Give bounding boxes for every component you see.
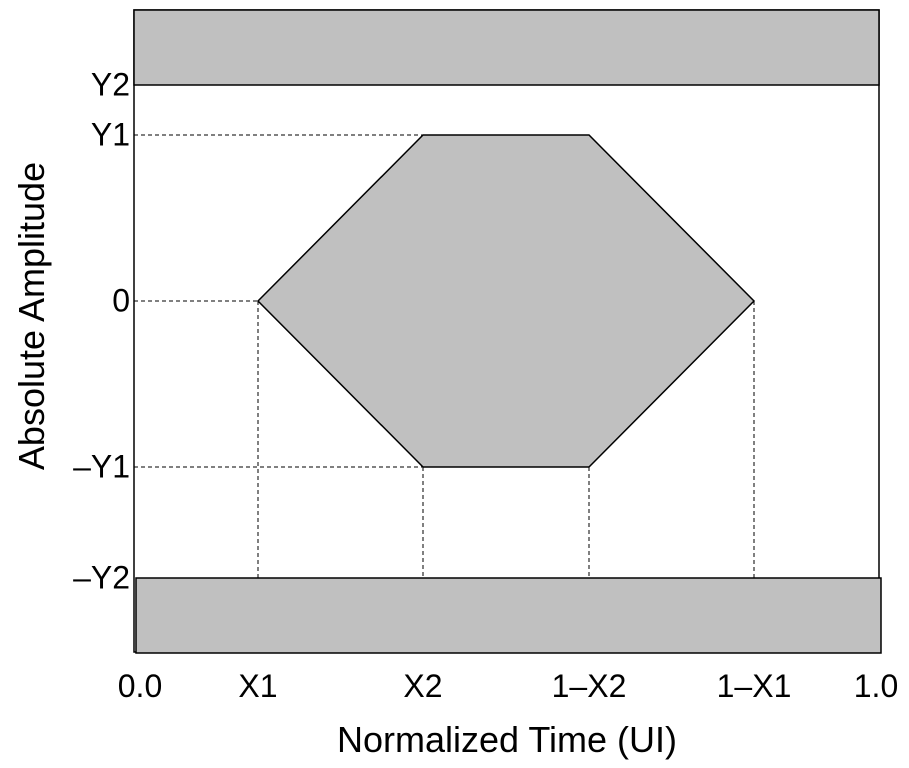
x-tick-one-minus-x2: 1–X2 <box>552 668 627 704</box>
lower-mask-region <box>135 577 882 654</box>
y-tick-y1: Y1 <box>91 116 130 152</box>
guide-lines <box>134 134 755 578</box>
y-tick-zero: 0 <box>112 282 130 318</box>
y-tick-y2: Y2 <box>91 66 130 102</box>
upper-mask-region <box>133 9 880 86</box>
x-tick-x1: X1 <box>238 668 277 704</box>
x-tick-one-minus-x1: 1–X1 <box>717 668 792 704</box>
center-hexagon-mask <box>256 134 756 468</box>
x-tick-x0: 0.0 <box>118 668 162 704</box>
y-tick-neg-y2: –Y2 <box>73 559 130 595</box>
y-axis-label: Absolute Amplitude <box>11 162 52 470</box>
x-tick-x-end: 1.0 <box>854 668 898 704</box>
x-tick-x2: X2 <box>403 668 442 704</box>
x-axis-label: Normalized Time (UI) <box>337 719 677 760</box>
y-tick-neg-y1: –Y1 <box>73 448 130 484</box>
